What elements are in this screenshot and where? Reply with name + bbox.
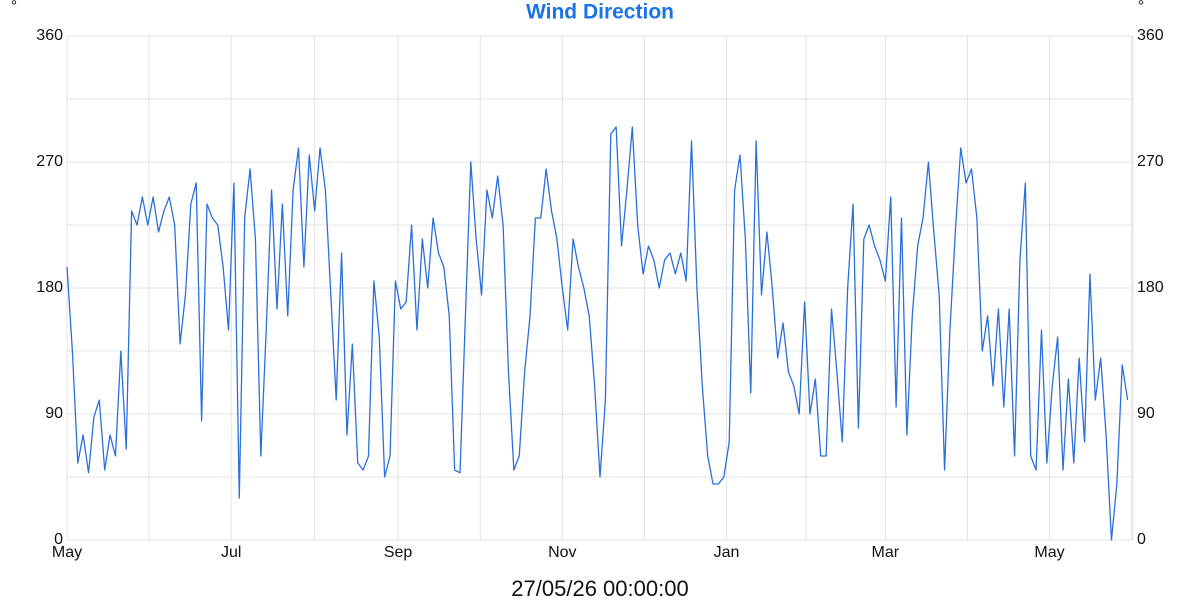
x-tick-label: Jul — [221, 544, 241, 561]
y2-axis-label: ° — [1138, 0, 1144, 15]
y-tick-label: 180 — [36, 279, 63, 296]
y-tick-label: 270 — [36, 153, 63, 170]
y2-tick-label: 270 — [1137, 153, 1164, 170]
x-tick-label: Mar — [872, 544, 900, 561]
x-tick-label: May — [52, 544, 82, 561]
data-line — [66, 126, 1129, 541]
x-tick-label: Sep — [384, 544, 413, 561]
y2-tick-label: 0 — [1137, 531, 1146, 548]
y2-tick-label: 180 — [1137, 279, 1164, 296]
x-tick-label: Nov — [548, 544, 576, 561]
footer-timestamp: 27/05/26 00:00:00 — [511, 576, 688, 600]
y2-tick-label: 360 — [1137, 27, 1164, 44]
y2-tick-label: 90 — [1137, 405, 1155, 422]
y-tick-label: 0 — [54, 531, 63, 548]
chart-title: Wind Direction — [526, 1, 674, 24]
y-axis-label: ° — [11, 0, 17, 15]
y-tick-label: 360 — [36, 27, 63, 44]
y-tick-label: 90 — [45, 405, 63, 422]
x-tick-label: May — [1034, 544, 1064, 561]
x-tick-label: Jan — [714, 544, 740, 561]
